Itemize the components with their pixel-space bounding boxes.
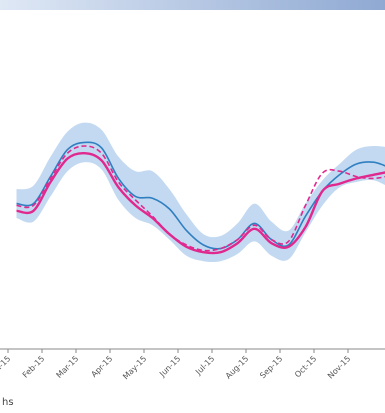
x-tick-label: Feb-15: [21, 354, 47, 380]
x-tick-label: Jul-15: [193, 354, 216, 377]
x-tick-label: May-15: [121, 354, 148, 381]
x-tick-label: Jun-15: [157, 354, 182, 379]
series-line-dashed-magenta: [16, 145, 385, 252]
x-tick-label: Apr-15: [89, 354, 114, 379]
x-tick-label: Mar-15: [54, 354, 80, 380]
x-tick-label: Nov-15: [326, 354, 352, 380]
top-band: [0, 0, 385, 10]
series-line-solid-magenta: [16, 151, 385, 255]
confidence-band: [16, 122, 385, 262]
x-tick-label: Aug-15: [224, 354, 251, 381]
x-axis-tick-labels: Jan-15 Feb-15 Mar-15 Apr-15 May-15 Jun-15 Jul-…: [0, 354, 352, 381]
series-line-solid-blue: [16, 141, 385, 250]
x-tick-label: Jan-15: [0, 354, 12, 379]
x-tick-label: Sep-15: [258, 354, 284, 380]
x-axis-ticks: [7, 349, 349, 353]
x-axis-title: hs: [2, 397, 14, 408]
x-tick-label: Oct-15: [293, 354, 318, 379]
